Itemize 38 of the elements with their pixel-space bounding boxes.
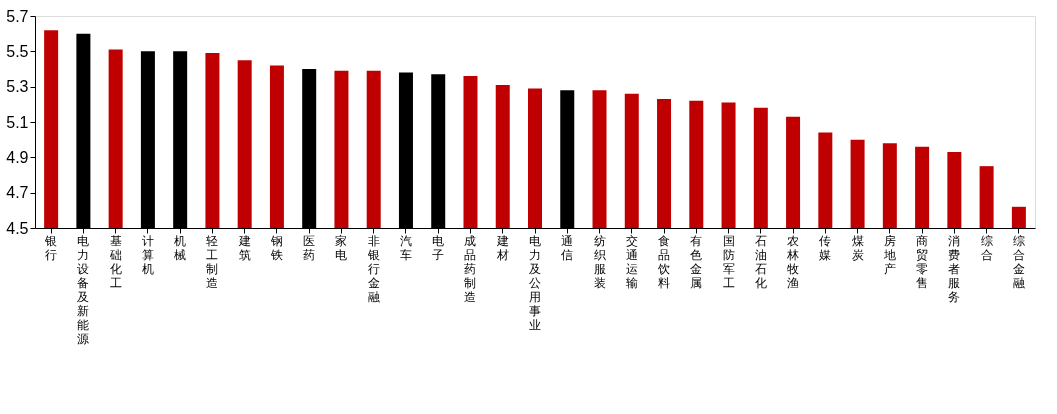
x-tick-label: 电子: [432, 233, 445, 262]
x-tick-label: 有色金属: [690, 233, 703, 290]
y-tick-label: 5.1: [6, 113, 29, 131]
y-tick-label: 5.5: [6, 42, 29, 60]
y-tick-label: 4.9: [6, 148, 29, 166]
y-tick-label: 5.7: [6, 7, 29, 25]
x-tick-label: 纺织服装: [593, 233, 606, 290]
y-tick-label: 4.5: [6, 219, 29, 237]
x-tick-label: 电力设备及新能源: [77, 233, 90, 346]
x-tick-label: 交通运输: [625, 233, 638, 290]
x-tick-label: 传媒: [819, 233, 832, 262]
x-tick-label: 食品饮料: [657, 233, 671, 290]
x-tick-label: 通信: [561, 233, 574, 262]
x-tick-label: 非银行金融: [366, 233, 380, 304]
y-tick-label: 5.3: [6, 78, 29, 96]
x-tick-label: 石油石化: [754, 233, 767, 290]
x-tick-label: 房地产: [882, 233, 896, 276]
x-tick-label: 汽车: [399, 233, 412, 262]
x-tick-label: 银行: [44, 233, 58, 262]
x-tick-label: 农林牧渔: [786, 233, 800, 290]
x-tick-label: 医药: [303, 233, 316, 262]
x-tick-label: 综合: [980, 233, 993, 262]
x-tick-label: 商贸零售: [916, 233, 929, 290]
x-tick-label: 计算机: [141, 233, 154, 276]
x-tick-label: 成品药制造: [464, 233, 477, 304]
x-tick-label: 建筑: [237, 233, 251, 262]
x-tick-label: 消费者服务: [948, 233, 961, 304]
x-tick-label: 家电: [335, 233, 348, 262]
x-tick-label: 综合金融: [1012, 233, 1025, 290]
x-tick-label: 电力及公用事业: [529, 233, 541, 332]
x-tick-label: 建材: [495, 233, 509, 262]
x-tick-label: 轻工制造: [206, 233, 219, 290]
x-tick-label: 煤炭: [851, 233, 864, 262]
x-tick-label: 国防军工: [722, 233, 735, 290]
x-tick-label: 钢铁: [269, 233, 283, 262]
y-tick-label: 4.7: [6, 184, 29, 202]
x-tick-label: 机械: [174, 233, 187, 262]
x-tick-label: 基础化工: [108, 233, 122, 290]
